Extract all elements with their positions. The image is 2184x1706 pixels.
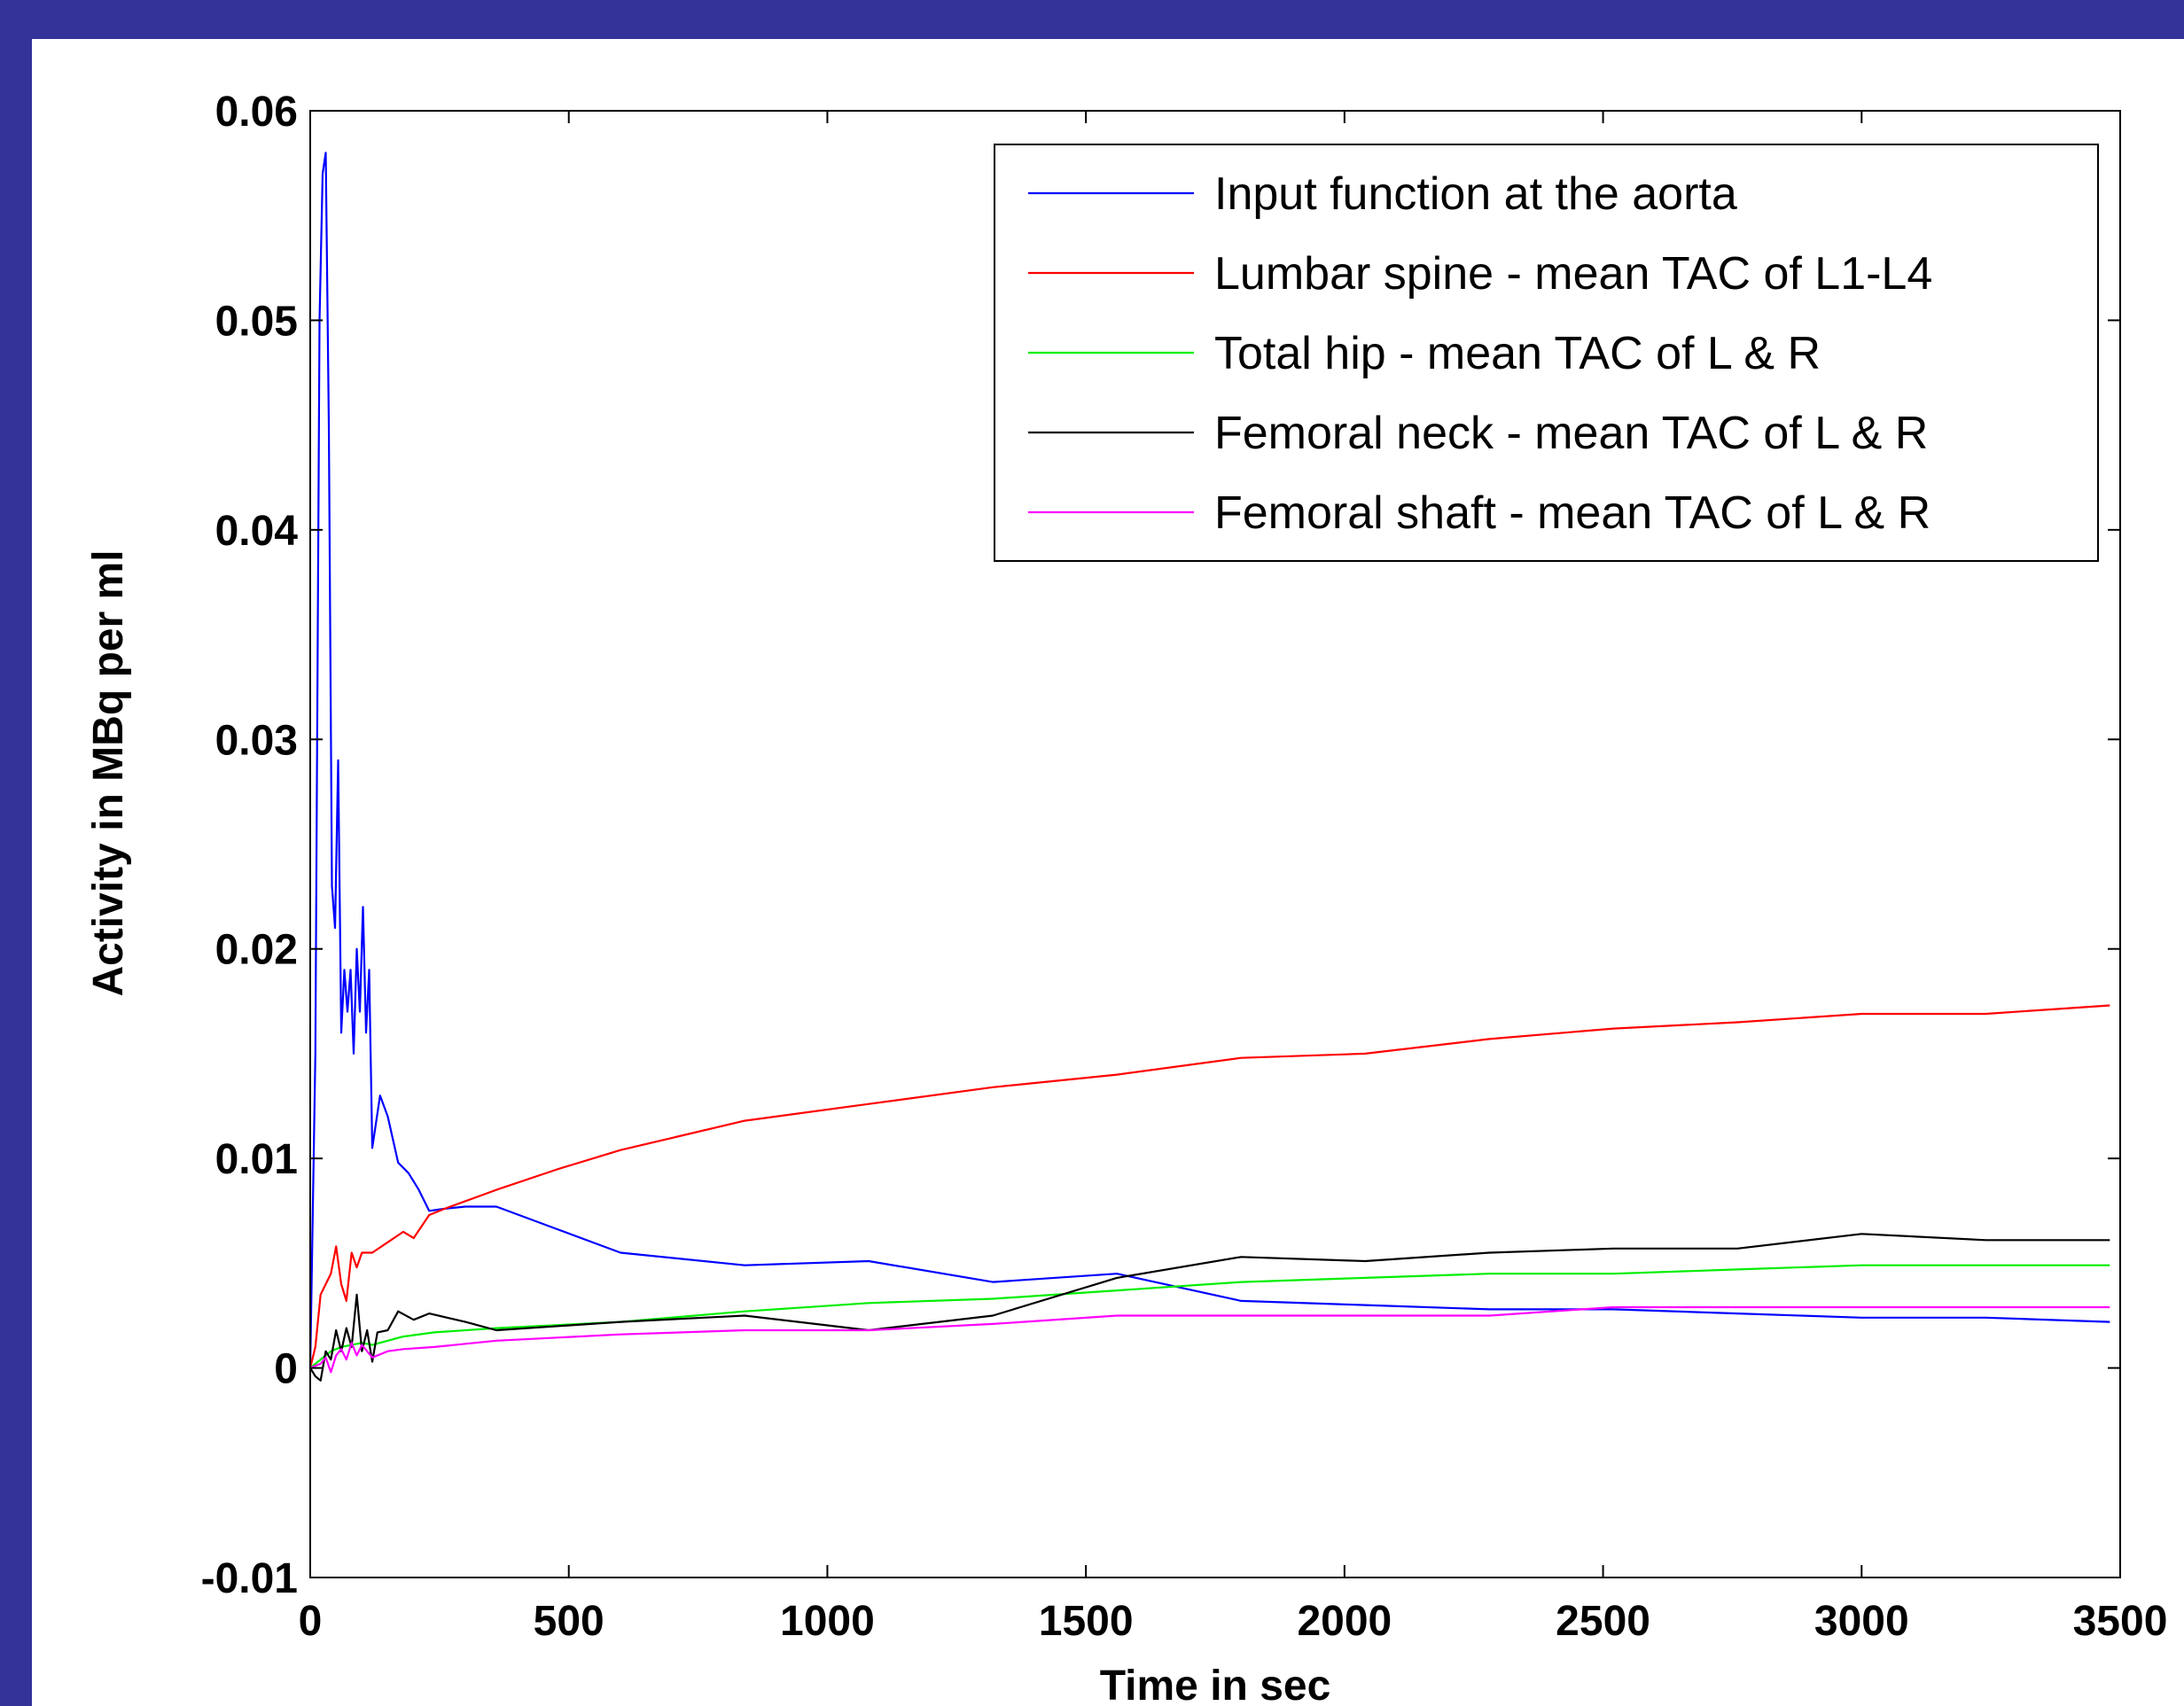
axis-ticks [309, 110, 2121, 1578]
x-tick-label: 2000 [1297, 1598, 1392, 1645]
y-tick-label: 0.04 [215, 508, 299, 555]
x-tick-label: 1000 [780, 1598, 875, 1645]
legend-label: Femoral neck - mean TAC of L & R [1214, 408, 1928, 459]
legend-label: Total hip - mean TAC of L & R [1214, 328, 1821, 379]
plot-lines [308, 152, 2110, 1382]
legend-label: Femoral shaft - mean TAC of L & R [1214, 487, 1930, 539]
x-tick-label: 500 [534, 1598, 604, 1645]
x-tick-label: 2500 [1556, 1598, 1650, 1645]
x-tick-label: 1500 [1039, 1598, 1134, 1645]
series-line-2 [308, 1004, 2110, 1368]
legend-label: Lumbar spine - mean TAC of L1-L4 [1214, 248, 1932, 300]
x-tick-label: 0 [299, 1598, 323, 1645]
y-tick-label: -0.01 [201, 1555, 298, 1602]
legend: Input function at the aorta Lumbar spine … [994, 144, 2099, 562]
y-tick-label: 0.06 [215, 89, 298, 136]
series-line-5 [309, 1305, 2110, 1374]
y-tick-label: 0.03 [215, 717, 298, 764]
y-axis-label: Activity in MBq per ml [85, 549, 132, 996]
y-tick-label: 0.05 [215, 298, 298, 345]
tick-labels: 0 500 1000 1500 2000 2500 3000 3500-0.0100.010.… [201, 89, 2168, 1645]
x-tick-label: 3000 [1814, 1598, 1909, 1645]
axes-box [309, 110, 2121, 1578]
y-tick-label: 0.02 [215, 927, 298, 974]
y-tick-label: 0 [274, 1346, 298, 1393]
legend-label: Input function at the aorta [1214, 168, 1737, 220]
x-tick-label: 3500 [2073, 1598, 2168, 1645]
series-line-1 [308, 152, 2110, 1368]
y-tick-label: 0.01 [215, 1136, 298, 1183]
x-axis-label: Time in sec [1100, 1663, 1331, 1706]
series-line-4 [309, 1233, 2110, 1382]
